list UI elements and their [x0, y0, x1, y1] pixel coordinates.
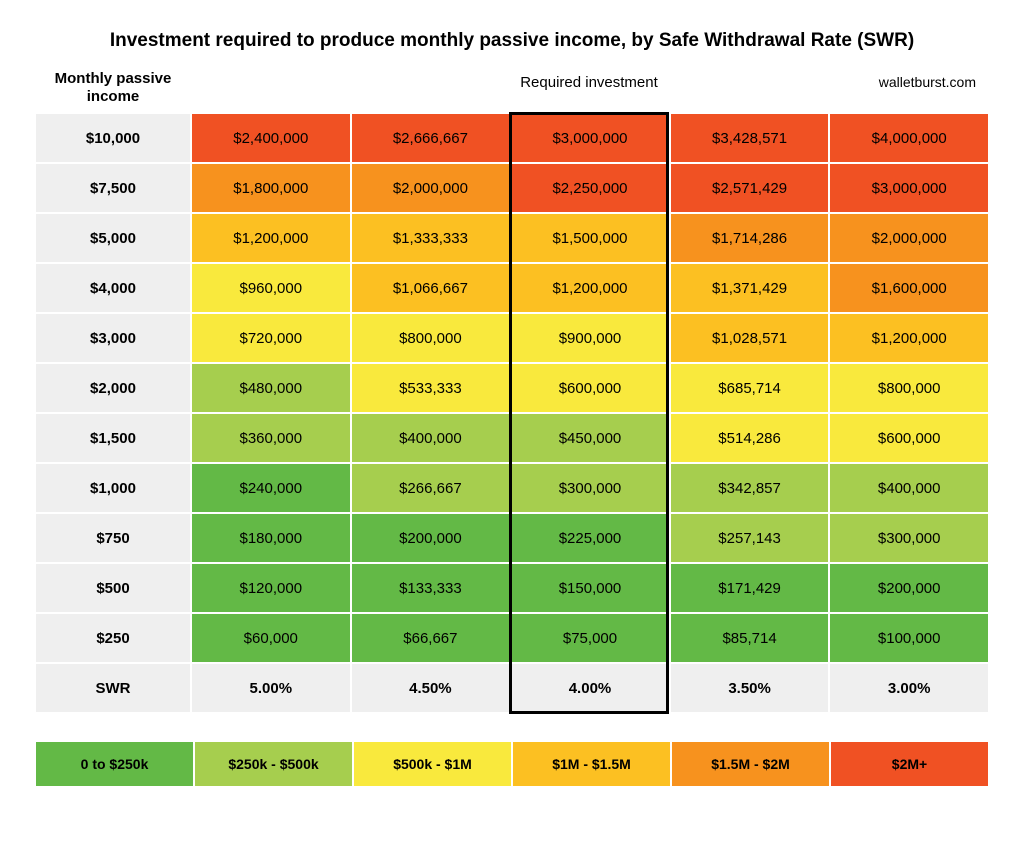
- swr-value: 4.50%: [352, 664, 510, 712]
- data-cell: $900,000: [511, 314, 669, 362]
- data-cell: $2,400,000: [192, 114, 350, 162]
- data-cell: $66,667: [352, 614, 510, 662]
- table-row: $4,000$960,000$1,066,667$1,200,000$1,371…: [36, 264, 988, 312]
- row-header: $2,000: [36, 364, 190, 412]
- data-cell: $300,000: [511, 464, 669, 512]
- table-row: $5,000$1,200,000$1,333,333$1,500,000$1,7…: [36, 214, 988, 262]
- table-row: $500$120,000$133,333$150,000$171,429$200…: [36, 564, 988, 612]
- data-cell: $450,000: [511, 414, 669, 462]
- row-header: $750: [36, 514, 190, 562]
- data-cell: $600,000: [830, 414, 988, 462]
- data-cell: $4,000,000: [830, 114, 988, 162]
- swr-value: 4.00%: [511, 664, 669, 712]
- table-row: $250$60,000$66,667$75,000$85,714$100,000: [36, 614, 988, 662]
- swr-value: 3.00%: [830, 664, 988, 712]
- data-cell: $342,857: [671, 464, 829, 512]
- swr-label: SWR: [36, 664, 190, 712]
- data-cell: $120,000: [192, 564, 350, 612]
- row-header: $10,000: [36, 114, 190, 162]
- legend-item: $2M+: [831, 742, 988, 786]
- row-header: $500: [36, 564, 190, 612]
- data-cell: $2,000,000: [830, 214, 988, 262]
- swr-value: 3.50%: [671, 664, 829, 712]
- data-cell: $60,000: [192, 614, 350, 662]
- data-cell: $2,000,000: [352, 164, 510, 212]
- data-cell: $300,000: [830, 514, 988, 562]
- row-header: $5,000: [36, 214, 190, 262]
- data-cell: $1,028,571: [671, 314, 829, 362]
- data-cell: $1,333,333: [352, 214, 510, 262]
- table-row: $2,000$480,000$533,333$600,000$685,714$8…: [36, 364, 988, 412]
- data-cell: $1,200,000: [830, 314, 988, 362]
- data-cell: $2,571,429: [671, 164, 829, 212]
- chart-title: Investment required to produce monthly p…: [36, 30, 988, 52]
- table-row: $10,000$2,400,000$2,666,667$3,000,000$3,…: [36, 114, 988, 162]
- data-cell: $200,000: [352, 514, 510, 562]
- table-row: $3,000$720,000$800,000$900,000$1,028,571…: [36, 314, 988, 362]
- data-cell: $1,600,000: [830, 264, 988, 312]
- source-site: walletburst.com: [879, 74, 976, 90]
- data-cell: $720,000: [192, 314, 350, 362]
- data-cell: $3,428,571: [671, 114, 829, 162]
- data-cell: $257,143: [671, 514, 829, 562]
- data-cell: $480,000: [192, 364, 350, 412]
- data-cell: $225,000: [511, 514, 669, 562]
- row-header: $1,000: [36, 464, 190, 512]
- data-cell: $133,333: [352, 564, 510, 612]
- data-cell: $400,000: [352, 414, 510, 462]
- row-header: $1,500: [36, 414, 190, 462]
- data-cell: $3,000,000: [511, 114, 669, 162]
- legend-item: $250k - $500k: [195, 742, 352, 786]
- table-row: $1,500$360,000$400,000$450,000$514,286$6…: [36, 414, 988, 462]
- data-cell: $1,200,000: [192, 214, 350, 262]
- data-cell: $150,000: [511, 564, 669, 612]
- data-cell: $514,286: [671, 414, 829, 462]
- data-cell: $171,429: [671, 564, 829, 612]
- data-cell: $1,200,000: [511, 264, 669, 312]
- data-cell: $240,000: [192, 464, 350, 512]
- data-cell: $1,371,429: [671, 264, 829, 312]
- legend-item: $1.5M - $2M: [672, 742, 829, 786]
- data-cell: $960,000: [192, 264, 350, 312]
- table-row: $7,500$1,800,000$2,000,000$2,250,000$2,5…: [36, 164, 988, 212]
- data-cell: $266,667: [352, 464, 510, 512]
- data-cell: $1,500,000: [511, 214, 669, 262]
- data-cell: $85,714: [671, 614, 829, 662]
- data-cell: $1,800,000: [192, 164, 350, 212]
- columns-axis-label: Required investment: [520, 74, 658, 91]
- row-header: $4,000: [36, 264, 190, 312]
- data-cell: $200,000: [830, 564, 988, 612]
- data-cell: $360,000: [192, 414, 350, 462]
- data-cell: $3,000,000: [830, 164, 988, 212]
- data-cell: $800,000: [352, 314, 510, 362]
- legend-item: $500k - $1M: [354, 742, 511, 786]
- row-header: $3,000: [36, 314, 190, 362]
- heatmap-table: $10,000$2,400,000$2,666,667$3,000,000$3,…: [36, 114, 988, 712]
- data-cell: $533,333: [352, 364, 510, 412]
- color-legend: 0 to $250k$250k - $500k$500k - $1M$1M - …: [36, 742, 988, 786]
- data-cell: $75,000: [511, 614, 669, 662]
- data-cell: $800,000: [830, 364, 988, 412]
- table-row: $750$180,000$200,000$225,000$257,143$300…: [36, 514, 988, 562]
- legend-item: 0 to $250k: [36, 742, 193, 786]
- data-cell: $1,066,667: [352, 264, 510, 312]
- data-cell: $1,714,286: [671, 214, 829, 262]
- data-cell: $2,250,000: [511, 164, 669, 212]
- data-cell: $600,000: [511, 364, 669, 412]
- table-row: $1,000$240,000$266,667$300,000$342,857$4…: [36, 464, 988, 512]
- row-axis-label: Monthly passive income: [36, 66, 190, 110]
- data-cell: $400,000: [830, 464, 988, 512]
- data-cell: $2,666,667: [352, 114, 510, 162]
- data-cell: $180,000: [192, 514, 350, 562]
- data-cell: $685,714: [671, 364, 829, 412]
- data-cell: $100,000: [830, 614, 988, 662]
- swr-value: 5.00%: [192, 664, 350, 712]
- row-header: $7,500: [36, 164, 190, 212]
- row-header: $250: [36, 614, 190, 662]
- legend-item: $1M - $1.5M: [513, 742, 670, 786]
- swr-row: SWR5.00%4.50%4.00%3.50%3.00%: [36, 664, 988, 712]
